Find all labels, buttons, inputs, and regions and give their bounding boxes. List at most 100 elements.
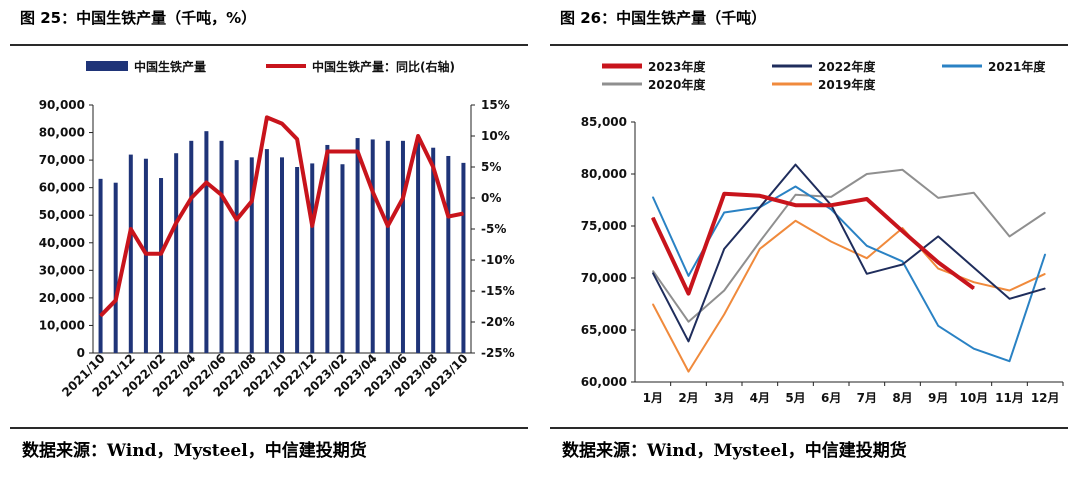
series-4-point-12 bbox=[1044, 211, 1046, 213]
y-tick-label: 70,000 bbox=[39, 153, 85, 167]
y-tick-label: 80,000 bbox=[581, 167, 627, 181]
bar-2022-02 bbox=[159, 178, 164, 353]
legend-label-bar: 中国生铁产量 bbox=[134, 59, 206, 74]
legend-swatch-bar bbox=[86, 61, 128, 71]
legend-label-line: 中国生铁产量：同比(右轴) bbox=[312, 59, 455, 74]
series-2-point-2 bbox=[688, 340, 689, 342]
series-5-point-5 bbox=[795, 220, 796, 222]
series-3-point-2 bbox=[688, 275, 689, 277]
yoy-point-2023-01 bbox=[326, 151, 328, 152]
series-5-point-2 bbox=[688, 371, 689, 373]
yoy-point-2022-02 bbox=[160, 253, 162, 255]
y-tick-label: 90,000 bbox=[39, 98, 85, 112]
series-5-point-7 bbox=[866, 257, 868, 259]
bar-2022-11 bbox=[295, 167, 300, 353]
series-3-point-11 bbox=[1009, 360, 1010, 362]
series-4-point-4 bbox=[759, 241, 761, 243]
yoy-point-2022-10 bbox=[281, 123, 283, 125]
y2-tick-label: -10% bbox=[481, 253, 515, 267]
y-tick-label: 20,000 bbox=[39, 291, 85, 305]
yoy-point-2022-07 bbox=[236, 219, 238, 221]
series-5-point-11 bbox=[1009, 289, 1010, 291]
bar-2022-04 bbox=[189, 140, 194, 353]
figure-title: 图 25：中国生铁产量（千吨，%） bbox=[20, 9, 257, 27]
y-tick-label: 40,000 bbox=[39, 236, 85, 250]
y-tick-label: 60,000 bbox=[39, 181, 85, 195]
series-3-point-5 bbox=[795, 185, 796, 187]
yoy-point-2021-11 bbox=[115, 299, 117, 301]
yoy-point-2022-11 bbox=[296, 138, 298, 140]
series-2-point-9 bbox=[937, 235, 939, 237]
y-tick-label: 10,000 bbox=[39, 318, 85, 332]
x-tick-label: 10月 bbox=[959, 391, 988, 405]
bar-2022-01 bbox=[143, 158, 148, 353]
x-tick-label: 11月 bbox=[995, 391, 1024, 405]
yoy-point-2021-12 bbox=[130, 228, 132, 230]
y-tick-label: 70,000 bbox=[581, 271, 627, 285]
series-2-point-10 bbox=[973, 267, 975, 269]
y-tick-label: 85,000 bbox=[581, 115, 627, 129]
series-4-point-8 bbox=[902, 169, 903, 171]
yoy-point-2023-09 bbox=[447, 216, 449, 218]
bar-2022-12 bbox=[310, 163, 315, 353]
bar-2022-03 bbox=[174, 153, 179, 353]
yoy-point-2023-04 bbox=[372, 191, 374, 193]
series-2-point-7 bbox=[866, 273, 868, 275]
series-3-point-9 bbox=[937, 325, 939, 327]
pig-iron-production-yearly-line-chart: 2023年度 2022年度 2021年度 2020年度 2019年度 60,000 65,0… bbox=[581, 59, 1064, 405]
yoy-point-2023-10 bbox=[462, 213, 464, 214]
y2-tick-label: 5% bbox=[481, 160, 501, 174]
source-note: 数据来源：Wind，Mysteel，中信建投期货 bbox=[22, 441, 367, 461]
bar-2021-11 bbox=[113, 182, 118, 353]
series-1-point-1 bbox=[652, 217, 654, 219]
yoy-point-2023-08 bbox=[432, 166, 434, 168]
bottom-rule bbox=[10, 427, 528, 429]
bar-2022-07 bbox=[234, 160, 239, 353]
y-tick-label: 75,000 bbox=[581, 219, 627, 233]
series-5-point-6 bbox=[830, 241, 832, 243]
x-tick-label: 12月 bbox=[1031, 391, 1060, 405]
figure-26: 图 26：中国生铁产量（千吨） 2023年度 2022年度 2021年度 2020年度… bbox=[540, 0, 1080, 479]
series-5-point-12 bbox=[1044, 273, 1046, 275]
y2-tick-label: -15% bbox=[481, 284, 515, 298]
bar-2022-06 bbox=[219, 140, 224, 353]
series-4-point-11 bbox=[1009, 235, 1010, 237]
source-note: 数据来源：Wind，Mysteel，中信建投期货 bbox=[562, 441, 907, 461]
series-4-point-7 bbox=[866, 173, 868, 175]
series-1-point-5 bbox=[795, 204, 796, 206]
series-4-point-1 bbox=[652, 270, 654, 272]
series-4-point-10 bbox=[973, 192, 975, 194]
series-1-point-2 bbox=[688, 293, 689, 295]
bar-2023-03 bbox=[355, 138, 360, 353]
series-3-point-3 bbox=[723, 211, 725, 213]
series-2-point-5 bbox=[795, 164, 796, 166]
series-5-point-9 bbox=[937, 268, 939, 270]
legend-label-3: 2021年度 bbox=[988, 59, 1046, 74]
series-1-point-9 bbox=[937, 261, 939, 263]
x-tick-label: 7月 bbox=[857, 391, 877, 405]
x-tick-label: 3月 bbox=[714, 391, 734, 405]
series-3-point-8 bbox=[902, 260, 903, 262]
bar-2023-09 bbox=[446, 155, 451, 353]
series-1-point-8 bbox=[902, 230, 903, 232]
series-line-2 bbox=[651, 163, 1046, 343]
legend-label-4: 2020年度 bbox=[648, 77, 706, 92]
legend-label-1: 2023年度 bbox=[648, 59, 706, 74]
yoy-point-2022-03 bbox=[175, 222, 177, 224]
series-line-3 bbox=[651, 185, 1047, 363]
series-3-point-12 bbox=[1044, 253, 1046, 255]
series-2-point-3 bbox=[723, 248, 725, 250]
series-2-point-12 bbox=[1044, 287, 1046, 289]
yoy-point-2023-07 bbox=[417, 135, 419, 137]
y-tick-label: 80,000 bbox=[39, 126, 85, 140]
y2-tick-label: -25% bbox=[481, 346, 515, 360]
top-rule bbox=[10, 44, 528, 46]
yoy-point-2022-05 bbox=[205, 182, 207, 183]
series-3-point-7 bbox=[866, 245, 868, 247]
bar-2022-05 bbox=[204, 131, 209, 353]
y2-tick-label: -5% bbox=[481, 222, 506, 236]
series-2-point-1 bbox=[652, 272, 654, 274]
series-2-point-4 bbox=[759, 206, 761, 208]
x-tick-label: 5月 bbox=[785, 391, 805, 405]
series-5-point-1 bbox=[652, 303, 654, 305]
